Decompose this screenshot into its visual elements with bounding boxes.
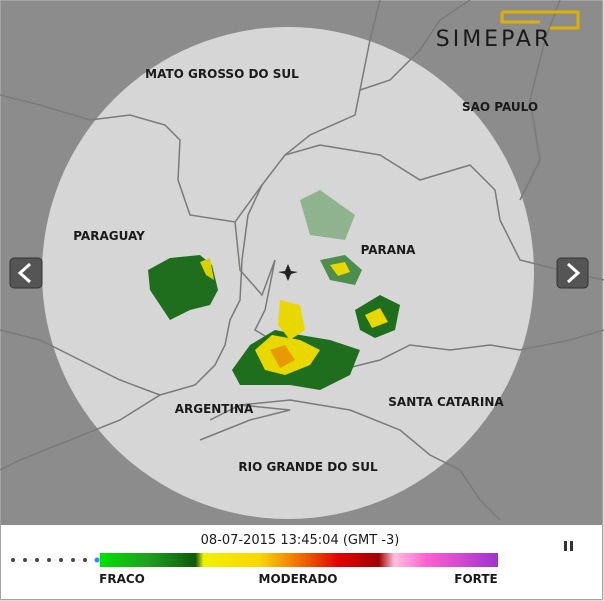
prev-button[interactable] xyxy=(9,257,43,289)
region-label: MATO GROSSO DO SUL xyxy=(145,67,299,81)
region-label: PARAGUAY xyxy=(73,229,145,243)
radar-site xyxy=(278,264,298,281)
legend-label: FORTE xyxy=(454,572,497,586)
timestamp: 08-07-2015 13:45:04 (GMT -3) xyxy=(201,533,400,548)
pause-button[interactable] xyxy=(564,541,573,551)
region-label: SAO PAULO xyxy=(462,100,538,114)
legend-label: MODERADO xyxy=(259,572,338,586)
region-label: SANTA CATARINA xyxy=(388,395,504,409)
color-scale xyxy=(100,553,498,567)
radar-echoes xyxy=(148,190,400,390)
legend-label: FRACO xyxy=(99,572,145,586)
region-labels: MATO GROSSO DO SUL SAO PAULO PARAGUAY PA… xyxy=(73,67,538,474)
logo: SIMEPAR xyxy=(436,10,580,52)
region-label: PARANA xyxy=(361,243,417,257)
timeline[interactable] xyxy=(11,557,100,563)
region-label: ARGENTINA xyxy=(175,402,254,416)
logo-text: SIMEPAR xyxy=(436,27,553,52)
region-label: RIO GRANDE DO SUL xyxy=(238,460,378,474)
next-button[interactable] xyxy=(556,257,589,289)
